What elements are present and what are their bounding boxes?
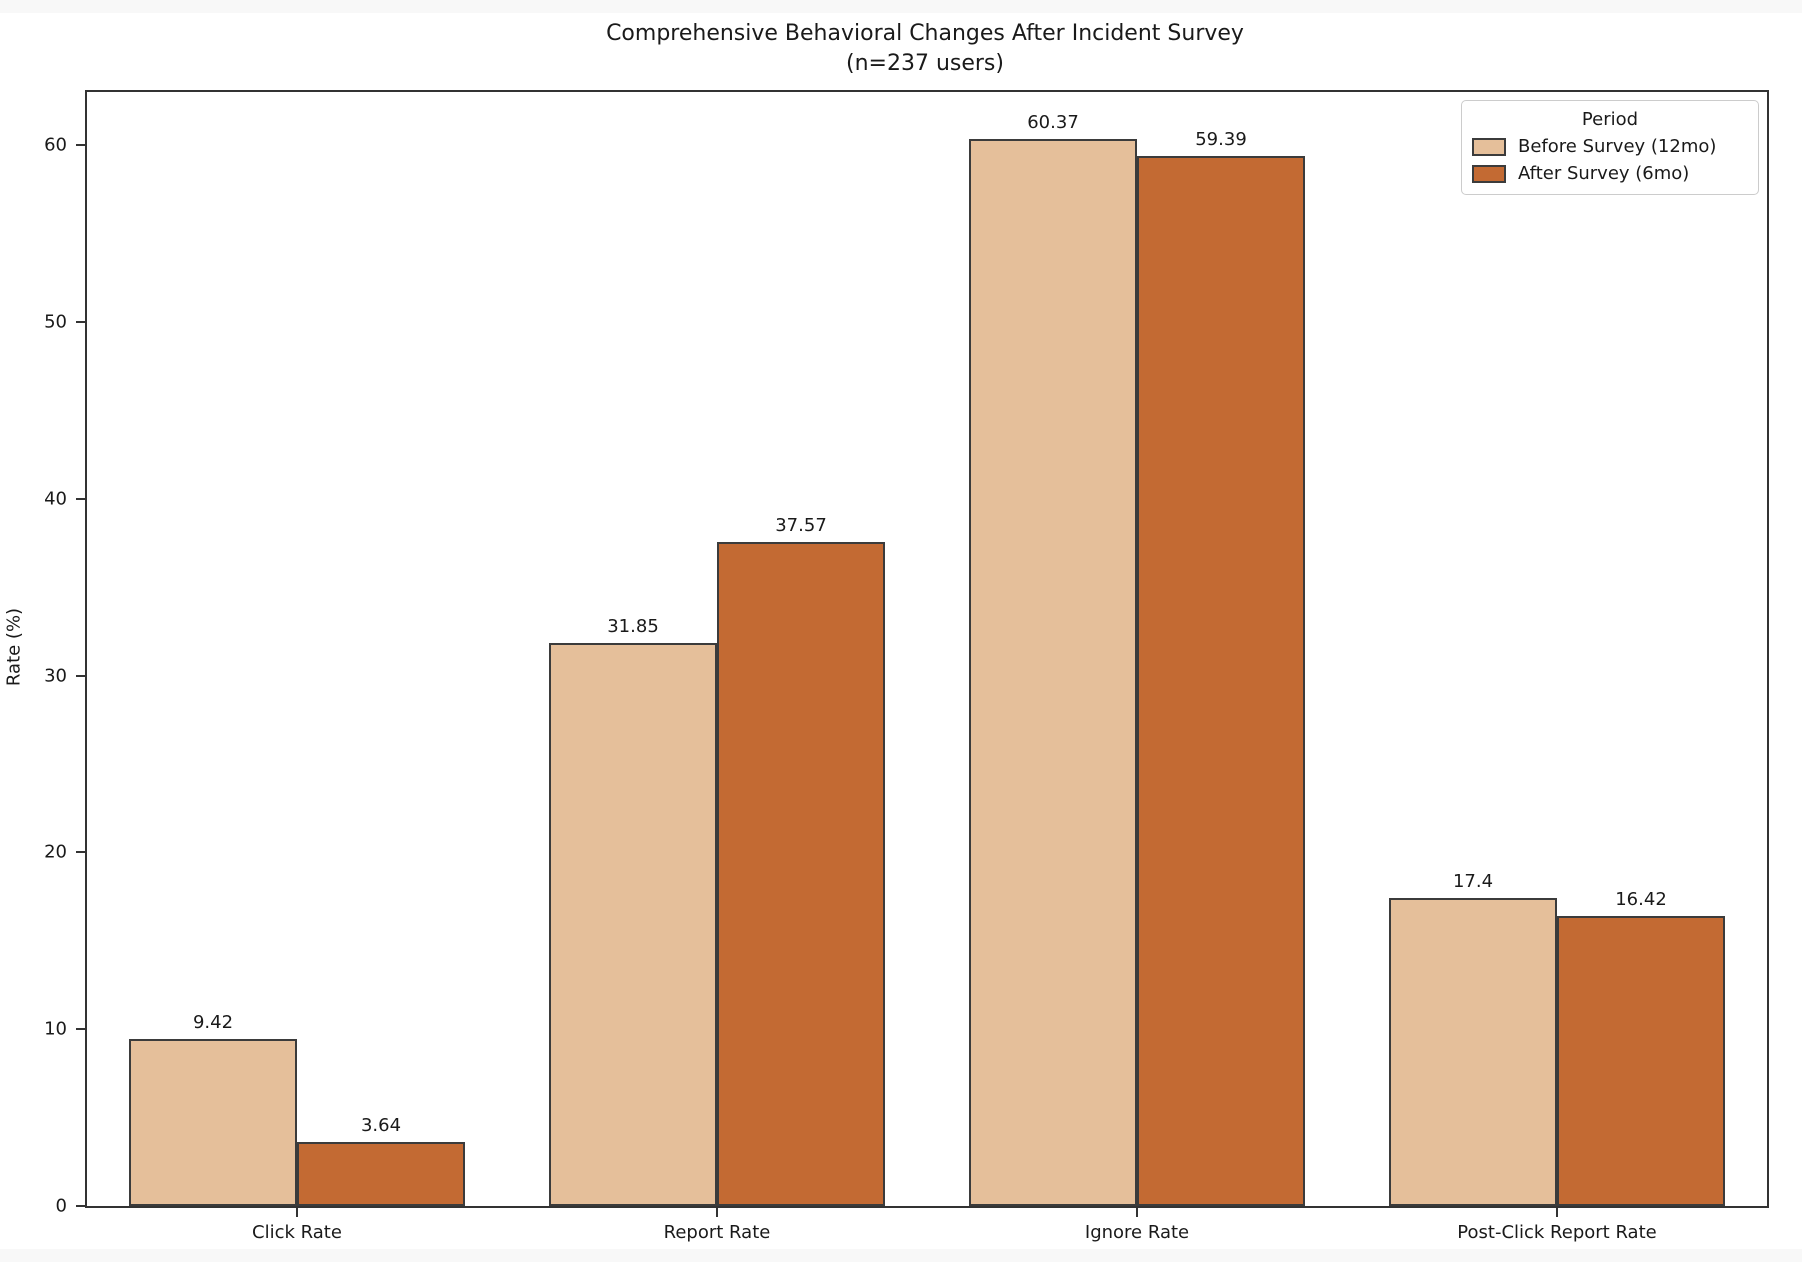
- bar-after: [1137, 155, 1305, 1206]
- legend-rows: Before Survey (12mo) After Survey (6mo): [1472, 136, 1748, 184]
- y-tick-label: 10: [44, 1018, 67, 1040]
- x-tick-label: Post-Click Report Rate: [1457, 1222, 1657, 1243]
- y-tick-mark: [76, 851, 85, 854]
- y-tick-label: 20: [44, 841, 67, 863]
- legend-swatch: [1472, 137, 1506, 156]
- bar-value-label: 17.4: [1452, 871, 1494, 893]
- x-tick-mark: [296, 1208, 298, 1217]
- bar-after: [1557, 915, 1725, 1206]
- x-tick-label: Report Rate: [663, 1222, 771, 1243]
- bar-value-label: 59.39: [1195, 128, 1247, 150]
- bar-before: [549, 642, 717, 1206]
- bar-value-label: 60.37: [1027, 111, 1079, 133]
- legend-title: Period: [1581, 109, 1639, 130]
- x-tick-label: Click Rate: [252, 1222, 342, 1243]
- y-tick-mark: [76, 1205, 85, 1207]
- bar-value-label: 9.42: [192, 1012, 234, 1034]
- y-tick-label: 60: [44, 134, 67, 156]
- x-tick-mark: [716, 1208, 718, 1217]
- y-tick-mark: [76, 1028, 85, 1031]
- legend-item: After Survey (6mo): [1472, 163, 1748, 184]
- y-axis-title: Rate (%): [3, 607, 25, 687]
- y-tick-mark: [76, 320, 85, 323]
- y-tick-mark: [76, 144, 85, 147]
- y-tick-mark: [76, 497, 85, 500]
- bar-value-label: 3.64: [360, 1114, 402, 1136]
- bar-value-label: 16.42: [1615, 888, 1667, 910]
- x-tick-mark: [1136, 1208, 1138, 1217]
- bar-after: [297, 1141, 465, 1206]
- chart-title-line2: (n=237 users): [846, 51, 1004, 76]
- bar-before: [969, 138, 1137, 1206]
- legend: Period Before Survey (12mo) After Survey …: [1461, 100, 1759, 195]
- legend-item: Before Survey (12mo): [1472, 136, 1748, 157]
- bar-before: [129, 1039, 297, 1206]
- x-tick-label: Ignore Rate: [1084, 1222, 1190, 1243]
- bar-value-label: 31.85: [607, 615, 659, 637]
- bar-after: [717, 541, 885, 1206]
- y-tick-label: 0: [55, 1195, 67, 1217]
- y-tick-label: 50: [44, 311, 67, 333]
- plot-area: 0 10 20 30 40 50 60 Click Rate 9.42 3.64 Report Ra…: [44, 90, 1769, 1243]
- bar-before: [1389, 898, 1557, 1206]
- chart-title: Comprehensive Behavioral Changes After I…: [85, 19, 1765, 79]
- bar-value-label: 37.57: [775, 514, 827, 536]
- x-tick-mark: [1556, 1208, 1558, 1217]
- y-tick-label: 40: [44, 488, 67, 510]
- legend-swatch: [1472, 164, 1506, 183]
- y-tick-label: 30: [44, 665, 67, 687]
- y-tick-mark: [76, 674, 85, 677]
- figure-canvas: Comprehensive Behavioral Changes After I…: [0, 13, 1802, 1249]
- plot-inner: 0 10 20 30 40 50 60 Click Rate 9.42 3.64 Report Ra…: [44, 92, 1767, 1243]
- legend-item-label: Before Survey (12mo): [1518, 136, 1717, 157]
- legend-item-label: After Survey (6mo): [1518, 163, 1690, 184]
- chart-title-line1: Comprehensive Behavioral Changes After I…: [606, 21, 1244, 46]
